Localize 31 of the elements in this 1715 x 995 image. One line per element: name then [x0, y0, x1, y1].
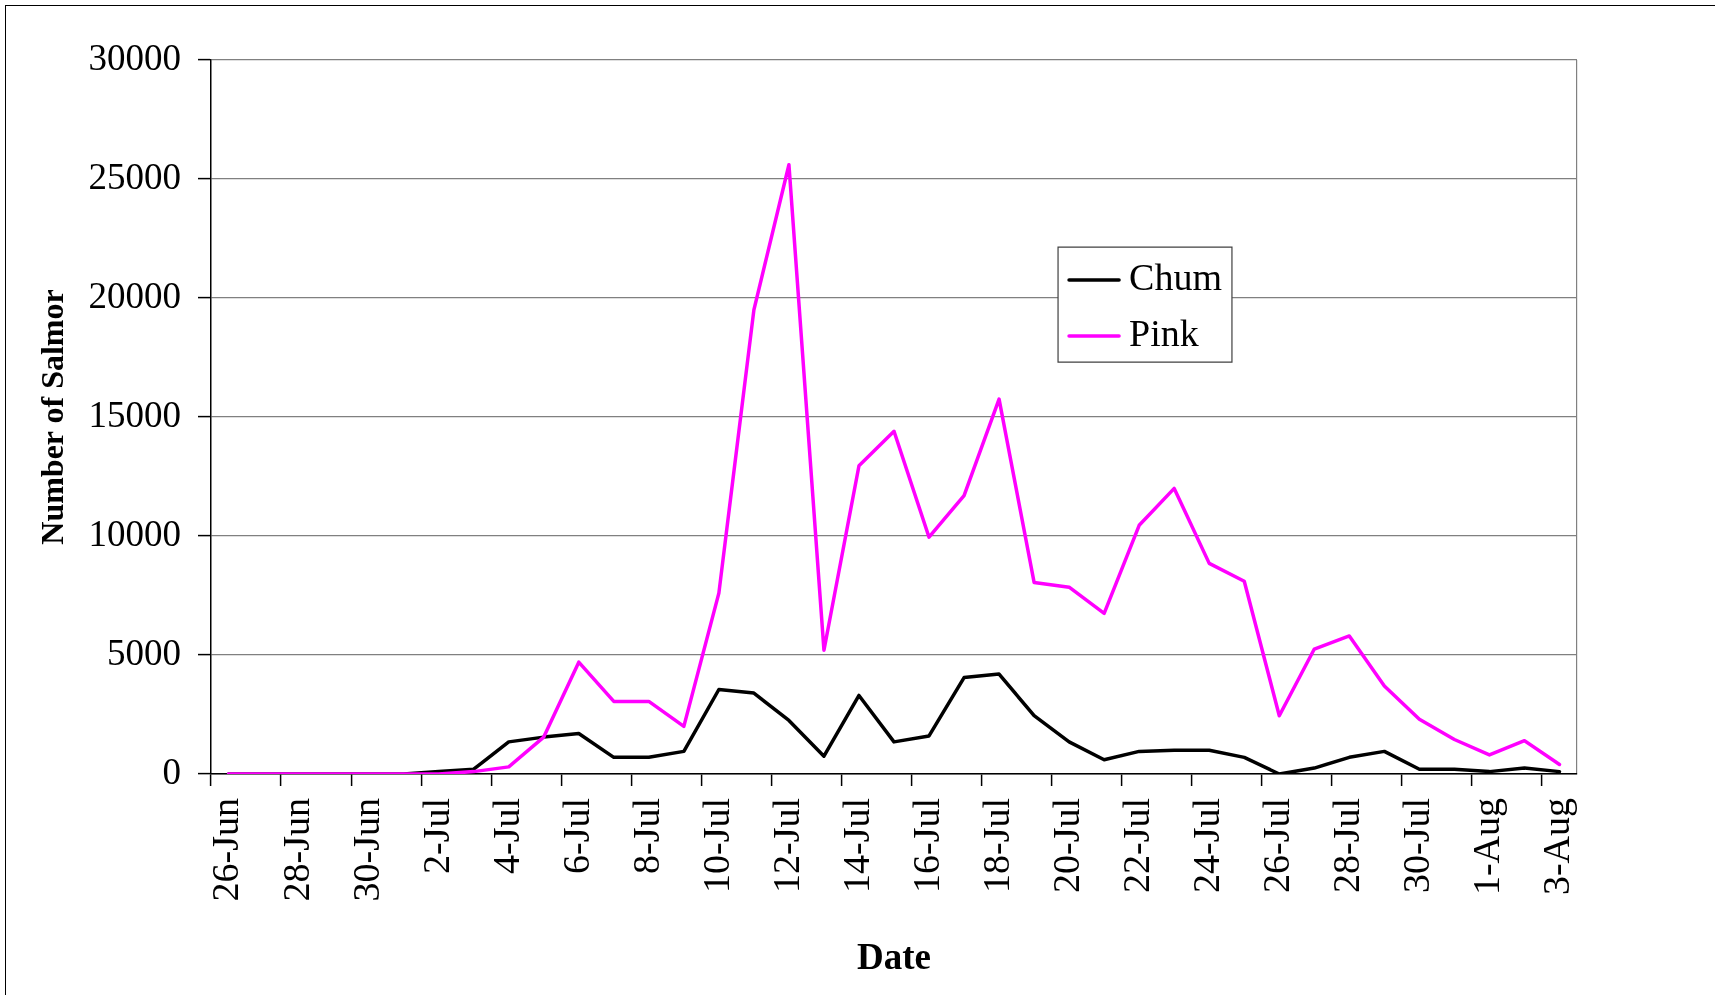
x-tick-label: 10-Jul	[694, 798, 737, 893]
x-tick-label: 4-Jul	[484, 798, 527, 874]
x-tick-label: 30-Jun	[344, 798, 387, 902]
y-tick-label: 5000	[107, 631, 181, 673]
x-tick-label: 6-Jul	[554, 798, 597, 874]
x-tick-label: 16-Jul	[905, 798, 948, 893]
x-tick-label: 14-Jul	[834, 798, 877, 893]
y-axis-title: Number of Salmor	[34, 289, 71, 545]
y-tick-label: 25000	[88, 155, 181, 197]
x-tick-label: 28-Jul	[1325, 798, 1368, 893]
y-tick-label: 30000	[88, 36, 181, 78]
x-tick-label: 8-Jul	[624, 798, 667, 874]
legend-label: Pink	[1129, 312, 1199, 355]
x-tick-label: 30-Jul	[1395, 798, 1438, 893]
x-tick-label: 18-Jul	[975, 798, 1018, 893]
x-tick-label: 1-Aug	[1465, 798, 1508, 896]
x-tick-label: 20-Jul	[1045, 798, 1088, 893]
x-tick-label: 22-Jul	[1115, 798, 1158, 893]
y-tick-label: 0	[162, 750, 181, 792]
x-tick-label: 26-Jun	[204, 798, 247, 902]
x-tick-label: 3-Aug	[1535, 798, 1578, 896]
x-axis-title: Date	[857, 936, 931, 978]
y-tick-label: 15000	[88, 393, 181, 435]
y-tick-label: 10000	[88, 512, 181, 554]
x-tick-label: 28-Jun	[274, 798, 317, 902]
x-tick-label: 26-Jul	[1255, 798, 1298, 893]
x-tick-label: 12-Jul	[764, 798, 807, 893]
legend-label: Chum	[1129, 256, 1222, 299]
x-tick-label: 24-Jul	[1185, 798, 1228, 893]
y-tick-label: 20000	[88, 274, 181, 316]
x-tick-label: 2-Jul	[414, 798, 457, 874]
